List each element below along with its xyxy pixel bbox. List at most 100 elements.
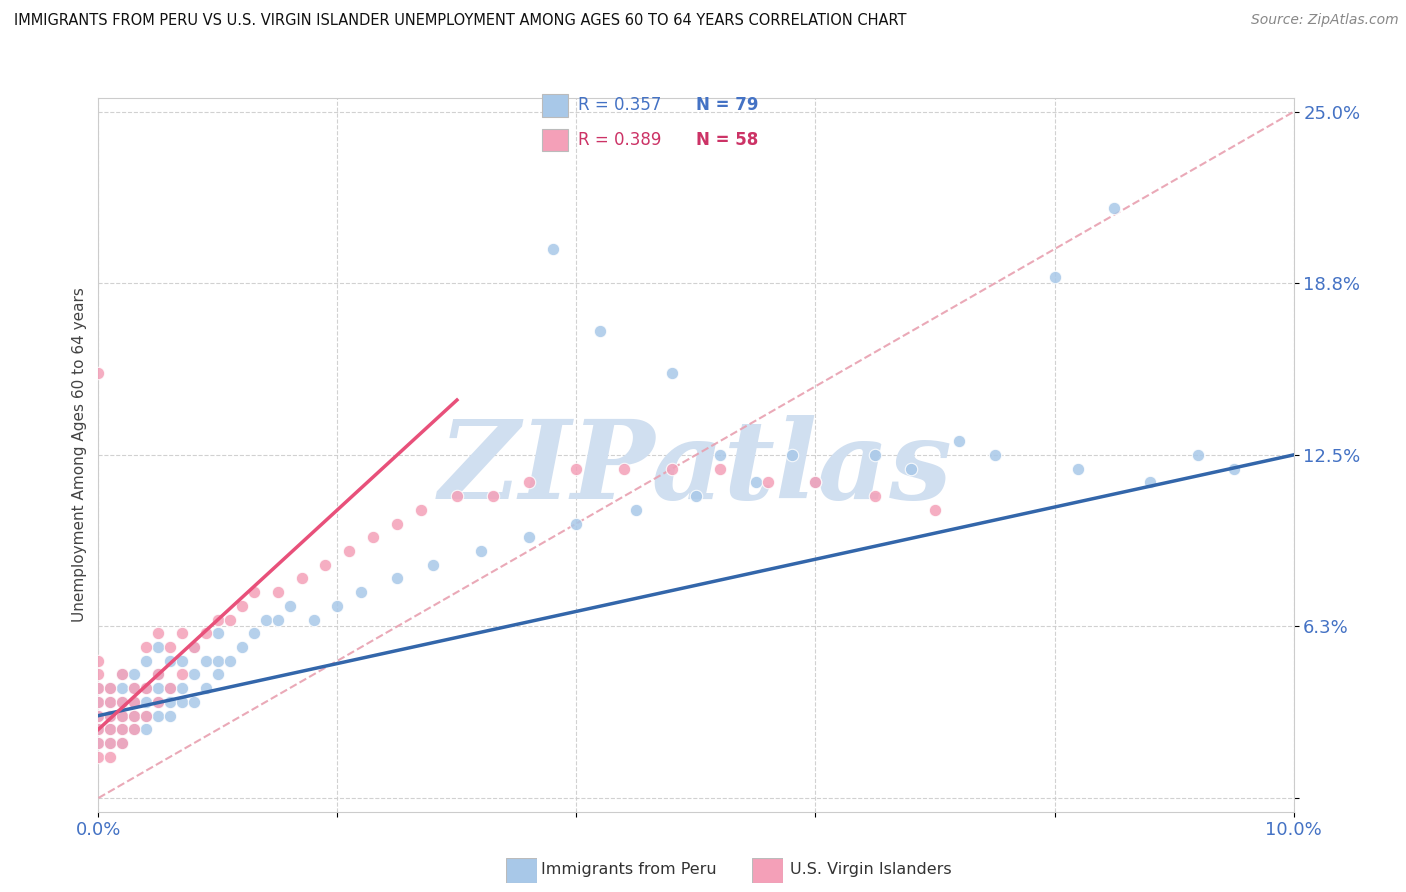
Point [685, 489, 707, 503]
Point [267, 585, 290, 599]
Point [111, 681, 134, 696]
Point [948, 434, 970, 449]
Point [613, 461, 636, 475]
Text: Immigrants from Peru: Immigrants from Peru [541, 863, 717, 877]
FancyBboxPatch shape [752, 858, 783, 883]
Point [865, 448, 887, 462]
Point [148, 708, 170, 723]
Point [565, 516, 588, 531]
Point [1104, 201, 1126, 215]
Point [290, 571, 312, 585]
Point [124, 723, 146, 737]
Point [148, 626, 170, 640]
Point [124, 708, 146, 723]
Text: ZIPatlas: ZIPatlas [439, 416, 953, 523]
Point [98, 736, 122, 750]
Point [1067, 461, 1090, 475]
Point [98, 708, 122, 723]
Point [231, 599, 253, 613]
FancyBboxPatch shape [506, 858, 537, 883]
Point [124, 681, 146, 696]
Point [231, 640, 253, 654]
Point [111, 736, 134, 750]
Y-axis label: Unemployment Among Ages 60 to 64 years: Unemployment Among Ages 60 to 64 years [72, 287, 87, 623]
Point [111, 695, 134, 709]
Point [709, 448, 731, 462]
Point [148, 695, 170, 709]
Point [194, 626, 218, 640]
Point [183, 667, 205, 681]
Point [183, 640, 205, 654]
Point [207, 667, 229, 681]
Text: U.S. Virgin Islanders: U.S. Virgin Islanders [790, 863, 952, 877]
Point [194, 681, 218, 696]
Point [446, 489, 468, 503]
Point [326, 599, 349, 613]
Point [172, 626, 194, 640]
Point [135, 708, 157, 723]
Point [124, 667, 146, 681]
Point [135, 708, 157, 723]
Point [148, 667, 170, 681]
Point [87, 681, 110, 696]
Point [172, 681, 194, 696]
Point [207, 654, 229, 668]
Point [159, 708, 181, 723]
Point [135, 654, 157, 668]
Point [87, 667, 110, 681]
Point [385, 516, 409, 531]
Point [1139, 475, 1161, 490]
Point [135, 723, 157, 737]
Point [172, 654, 194, 668]
Point [87, 681, 110, 696]
Point [243, 585, 266, 599]
Point [111, 667, 134, 681]
Point [87, 749, 110, 764]
Point [517, 475, 540, 490]
Point [124, 695, 146, 709]
Point [541, 242, 564, 256]
Point [148, 695, 170, 709]
Point [194, 654, 218, 668]
Point [745, 475, 768, 490]
Point [709, 461, 731, 475]
Point [183, 695, 205, 709]
Point [87, 708, 110, 723]
Point [172, 667, 194, 681]
Point [87, 366, 110, 380]
Point [219, 654, 242, 668]
Point [111, 708, 134, 723]
Text: N = 58: N = 58 [696, 131, 758, 149]
Point [87, 736, 110, 750]
Text: R = 0.389: R = 0.389 [578, 131, 662, 149]
Point [111, 723, 134, 737]
Point [111, 695, 134, 709]
Point [111, 736, 134, 750]
Point [124, 708, 146, 723]
Point [517, 530, 540, 544]
Point [363, 530, 385, 544]
Point [804, 475, 827, 490]
Point [865, 489, 887, 503]
Point [87, 654, 110, 668]
Point [159, 681, 181, 696]
Point [254, 613, 277, 627]
Point [278, 599, 301, 613]
Point [756, 475, 779, 490]
Point [661, 461, 683, 475]
Point [924, 503, 946, 517]
Point [385, 571, 409, 585]
Point [159, 681, 181, 696]
Point [159, 695, 181, 709]
Point [111, 723, 134, 737]
Point [87, 695, 110, 709]
Point [661, 366, 683, 380]
Point [135, 640, 157, 654]
Point [589, 325, 612, 339]
Point [172, 695, 194, 709]
Point [565, 461, 588, 475]
Point [159, 654, 181, 668]
Point [780, 448, 803, 462]
Point [98, 695, 122, 709]
Point [135, 681, 157, 696]
